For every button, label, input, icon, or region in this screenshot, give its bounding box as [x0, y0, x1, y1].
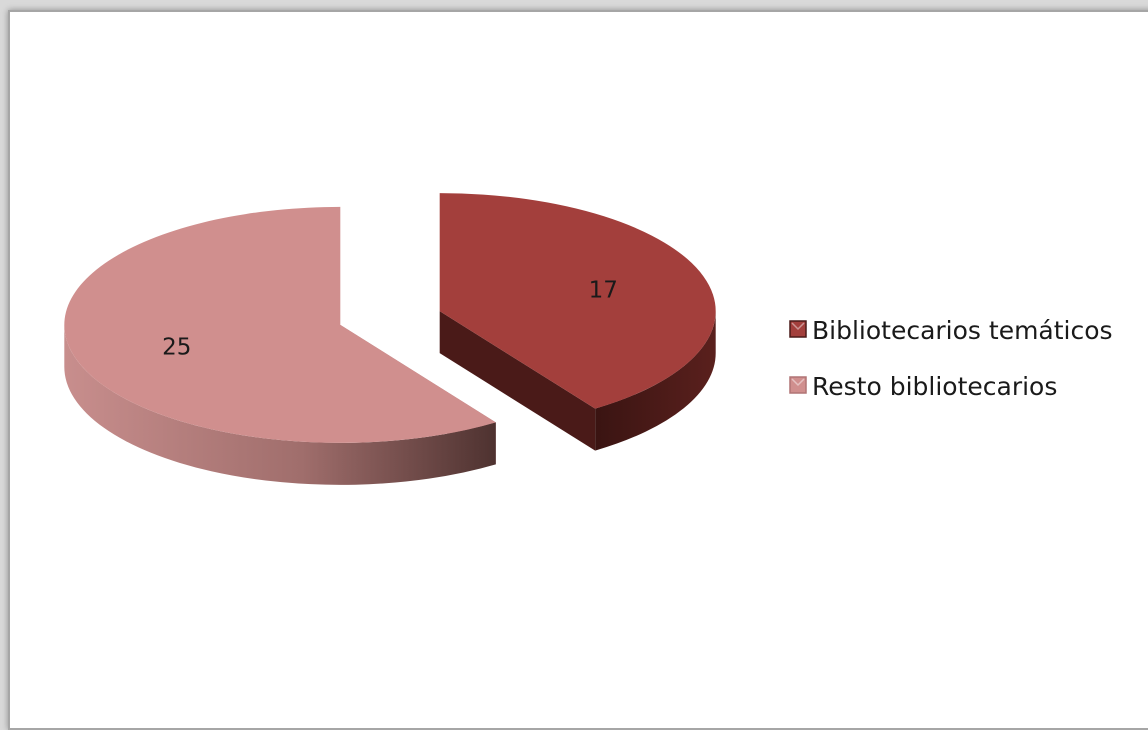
legend-swatch	[789, 320, 807, 338]
legend-label: Bibliotecarios temáticos	[812, 316, 1113, 345]
pie-slice-2	[64, 206, 496, 485]
legend-item-2: Resto bibliotecarios	[789, 372, 1057, 401]
slice-side	[64, 324, 496, 485]
slice-top	[439, 193, 716, 409]
legend-swatch-shine	[791, 322, 805, 331]
legend: Bibliotecarios temáticos Resto biblioteca…	[789, 316, 1113, 401]
legend-swatch	[789, 376, 807, 394]
legend-item-1: Bibliotecarios temáticos	[789, 316, 1113, 345]
data-label-1: 17	[589, 278, 618, 304]
data-label-2: 25	[162, 334, 191, 360]
slice-top	[64, 206, 496, 443]
legend-label: Resto bibliotecarios	[812, 372, 1057, 401]
slice-wall	[439, 311, 596, 451]
pie-slices	[64, 193, 716, 485]
legend-swatch-shine	[791, 378, 805, 387]
slice-side	[595, 311, 716, 451]
pie-slice-1	[439, 193, 716, 451]
